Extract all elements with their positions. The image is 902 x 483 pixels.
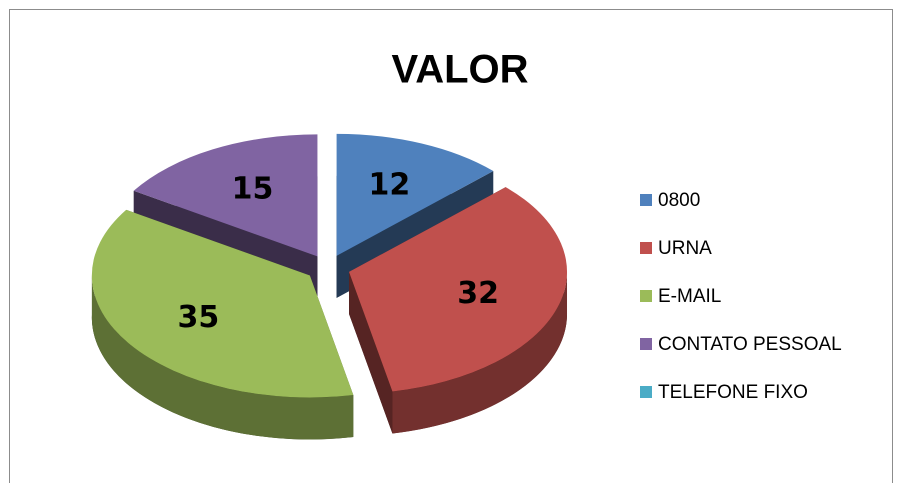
chart-title: VALOR bbox=[391, 48, 528, 92]
legend-swatch bbox=[640, 338, 652, 350]
legend-label: 0800 bbox=[658, 190, 700, 211]
legend-label: URNA bbox=[658, 238, 712, 259]
data-label: 15 bbox=[232, 172, 274, 207]
slice-face bbox=[349, 271, 393, 434]
legend-swatch bbox=[640, 290, 652, 302]
slice-top bbox=[91, 209, 354, 398]
slice-side bbox=[392, 271, 568, 434]
data-label: 12 bbox=[368, 168, 410, 203]
slice-top bbox=[349, 187, 568, 392]
data-label: 32 bbox=[457, 276, 499, 311]
legend-swatch bbox=[640, 386, 652, 398]
slice-top bbox=[133, 134, 318, 257]
slice-side bbox=[91, 275, 354, 440]
legend-label: E-MAIL bbox=[658, 286, 721, 307]
data-label: 35 bbox=[178, 300, 220, 335]
legend-swatch bbox=[640, 194, 652, 206]
slice-top bbox=[336, 133, 494, 256]
legend-swatch bbox=[640, 242, 652, 254]
legend-label: TELEFONE FIXO bbox=[658, 382, 808, 403]
legend-label: CONTATO PESSOAL bbox=[658, 334, 842, 355]
slice bbox=[349, 187, 568, 434]
slice bbox=[91, 209, 354, 440]
